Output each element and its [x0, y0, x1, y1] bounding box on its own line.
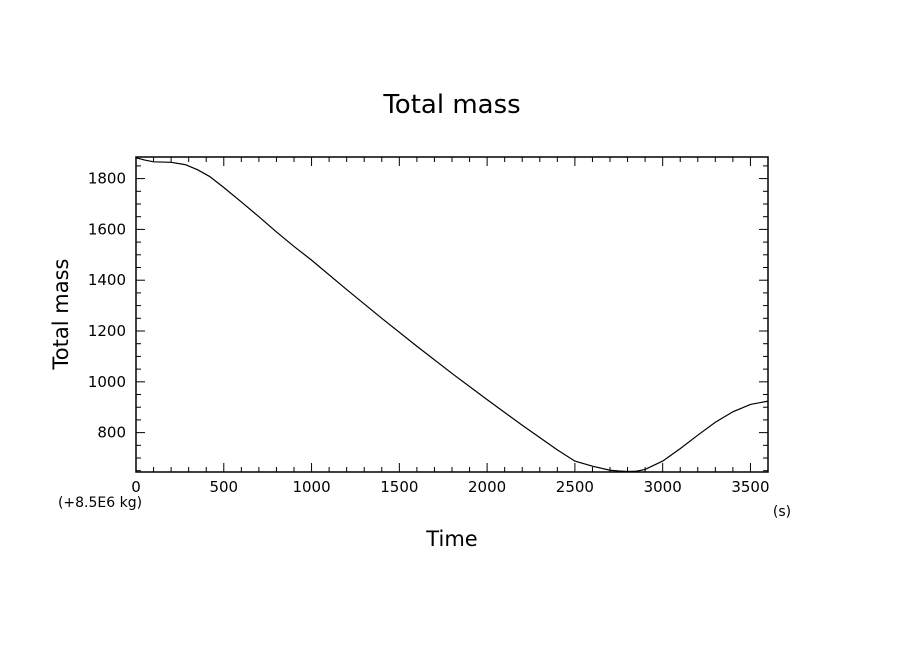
x-tick-label: 2000	[468, 478, 506, 496]
y-axis-label: Total mass	[49, 259, 73, 371]
x-unit-label: (s)	[773, 504, 791, 520]
x-tick-label: 3500	[731, 478, 769, 496]
x-tick-label: 0	[131, 478, 141, 496]
y-tick-label: 800	[97, 424, 126, 442]
ticks	[135, 157, 769, 472]
y-tick-label: 1800	[88, 170, 126, 188]
x-tick-label: 1000	[292, 478, 330, 496]
plot-area: 0 500 1000 1500 2000 2500 3000 3500 800 1000 1200 1…	[88, 156, 770, 496]
y-unit-label: (+8.5E6 kg)	[58, 495, 142, 511]
y-tick-label: 1000	[88, 373, 126, 391]
series-line-total-mass	[135, 157, 769, 473]
y-tick-label: 1200	[88, 322, 126, 340]
chart-title: Total mass	[382, 90, 520, 120]
x-tick-label: 3000	[644, 478, 682, 496]
x-tick-label: 2500	[556, 478, 594, 496]
y-tick-label: 1600	[88, 220, 126, 238]
plot-frame	[135, 156, 769, 473]
tick-labels: 0 500 1000 1500 2000 2500 3000 3500 800 1000 1200 1…	[88, 170, 770, 496]
y-tick-label: 1400	[88, 271, 126, 289]
x-tick-label: 1500	[380, 478, 418, 496]
x-tick-label: 500	[209, 478, 238, 496]
x-axis-label: Time	[425, 527, 477, 551]
